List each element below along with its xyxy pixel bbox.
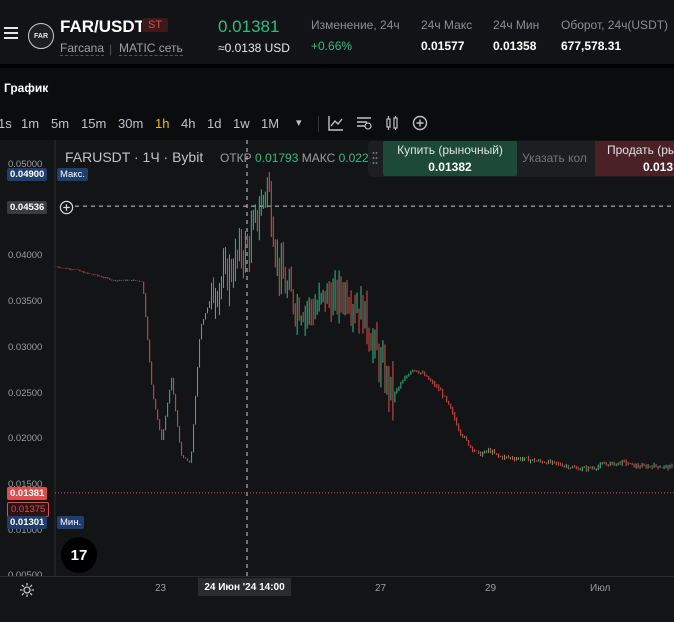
x-tick-label: 29	[485, 583, 497, 594]
last-price-tag: 0.01381	[7, 487, 48, 500]
stat-change-label: Изменение, 24ч	[311, 18, 400, 32]
coin-name-link[interactable]: Farcana	[60, 41, 105, 56]
min-price-tag: 0.01301	[7, 516, 48, 529]
x-tick-label: 27	[375, 583, 387, 594]
x-tick-label: 23	[155, 583, 167, 594]
y-tick-label: 0.01500	[8, 478, 43, 490]
chart-type-icon[interactable]	[384, 115, 400, 131]
max-price-tag: 0.04900	[7, 168, 48, 181]
sell-price: 0.013	[643, 160, 674, 174]
price-usd: ≈0.0138 USD	[218, 41, 290, 55]
menu-icon[interactable]	[4, 27, 18, 41]
timeframe-15m[interactable]: 15m	[81, 116, 107, 131]
tradingview-logo[interactable]: 17	[61, 537, 97, 573]
add-icon[interactable]	[412, 115, 428, 131]
st-badge: ST	[142, 18, 169, 32]
chart-legend-symbol: FARUSDT · 1Ч · Bybit	[65, 149, 204, 165]
timeframe-4h[interactable]: 4h	[181, 116, 196, 131]
high-label: МАКС	[301, 151, 336, 165]
open-value: 0.01793	[255, 151, 299, 165]
y-tick-label: 0.01000	[8, 524, 43, 536]
min-label: Мин.	[57, 516, 85, 529]
buy-label: Купить (рыночный)	[397, 143, 503, 157]
timeframe-30m[interactable]: 30m	[118, 116, 144, 131]
crosshair-price-tag: 0.04536	[7, 201, 48, 214]
x-tick-label: Июл	[590, 583, 611, 594]
stat-turnover-label: Оборот, 24ч(USDT)	[561, 18, 669, 32]
time-axis	[0, 576, 674, 622]
chart-legend-ohlc: ОТКР 0.01793 МАКС 0.022	[220, 151, 369, 165]
toolbar-divider	[318, 116, 319, 132]
timeframe-5m[interactable]: 5m	[51, 116, 70, 131]
timeframe-1w[interactable]: 1w	[233, 116, 250, 131]
timeframe-1m[interactable]: 1m	[21, 116, 40, 131]
y-tick-label: 0.03000	[8, 341, 43, 353]
y-tick-label: 0.03500	[8, 296, 43, 308]
drag-handle-icon[interactable]	[372, 151, 378, 165]
header-divider	[0, 64, 674, 68]
sell-label: Продать (ры	[607, 143, 674, 157]
section-title: График	[4, 81, 49, 95]
max-label: Макс.	[57, 168, 88, 181]
open-label: ОТКР	[220, 151, 252, 165]
timeframe-1M[interactable]: 1M	[261, 116, 280, 131]
stat-low-value: 0.01358	[493, 39, 537, 53]
network-link[interactable]: MATIC сеть	[119, 41, 183, 56]
candlestick-chart[interactable]	[0, 140, 674, 576]
stat-low-label: 24ч Мин	[493, 18, 540, 32]
crosshair-time-tag: 24 Июн '24 14:00	[198, 578, 291, 596]
mark-price-tag: 0.01375	[7, 502, 50, 517]
y-tick-label: 0.04000	[8, 250, 43, 262]
stat-turnover-value: 677,578.31	[561, 39, 622, 53]
subtitle-separator: |	[109, 42, 113, 56]
coin-logo: FAR	[28, 23, 54, 49]
stat-change-value: +0.66%	[311, 39, 353, 53]
stat-high-label: 24ч Макс	[421, 18, 473, 32]
y-tick-label: 0.02500	[8, 387, 43, 399]
buy-price: 0.01382	[428, 160, 472, 174]
timeframe-1s[interactable]: 1s	[0, 116, 12, 131]
max-price-value: 0.04900	[10, 169, 45, 180]
quantity-input[interactable]	[518, 146, 596, 170]
gear-icon[interactable]	[19, 582, 35, 598]
y-tick-label: 0.00500	[8, 570, 42, 581]
high-value: 0.022	[338, 151, 369, 165]
chart-area[interactable]	[0, 140, 674, 576]
pair-title[interactable]: FAR/USDT	[60, 17, 145, 36]
buy-market-button[interactable]: Купить (рыночный) 0.01382	[383, 141, 517, 176]
market-header	[0, 0, 674, 64]
compare-icon[interactable]	[356, 115, 372, 131]
sell-market-button[interactable]: Продать (ры 0.013	[595, 141, 674, 176]
indicators-icon[interactable]	[328, 115, 344, 131]
timeframe-1h[interactable]: 1h	[155, 116, 170, 131]
y-tick-label: 0.02000	[8, 433, 43, 445]
add-alert-icon[interactable]	[59, 200, 74, 215]
y-tick-label: 0.05000	[8, 159, 43, 170]
last-price: 0.01381	[218, 17, 280, 36]
timeframe-1d[interactable]: 1d	[207, 116, 222, 131]
chevron-down-icon[interactable]: ▾	[296, 117, 302, 129]
stat-high-value: 0.01577	[421, 39, 465, 53]
